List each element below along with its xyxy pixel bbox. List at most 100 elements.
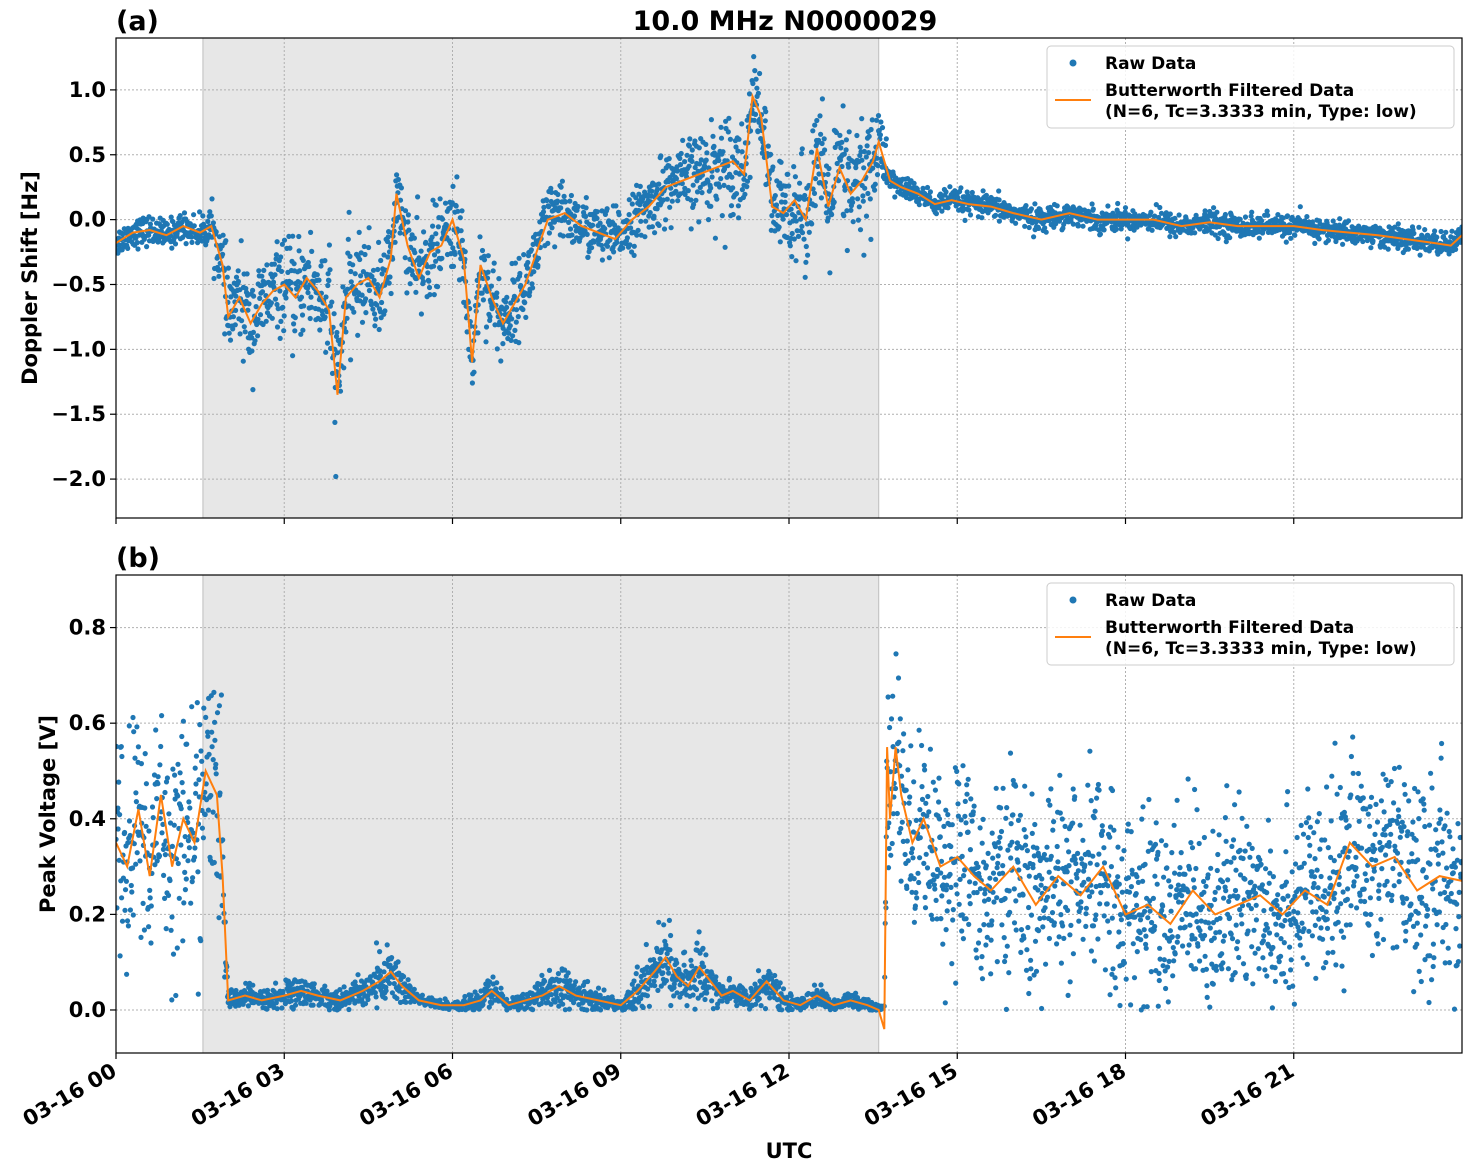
- raw-data-point: [559, 178, 566, 184]
- raw-data-point: [996, 188, 1002, 194]
- raw-data-point: [1158, 210, 1165, 216]
- raw-data-point: [980, 188, 986, 194]
- raw-data-point: [116, 242, 122, 248]
- raw-data-point: [154, 858, 160, 864]
- raw-data-point: [1249, 209, 1255, 215]
- raw-data-point: [680, 137, 686, 143]
- raw-data-point: [819, 96, 826, 102]
- raw-data-point: [253, 304, 259, 310]
- raw-data-point: [544, 197, 550, 204]
- raw-data-point: [719, 213, 725, 219]
- legend-label-raw: Raw Data: [1105, 54, 1196, 74]
- raw-data-point: [189, 879, 195, 885]
- raw-data-point: [767, 995, 773, 1001]
- raw-data-point: [530, 241, 536, 247]
- raw-data-point: [300, 327, 306, 333]
- raw-data-point: [411, 235, 417, 241]
- raw-data-point: [116, 857, 122, 863]
- raw-data-point: [179, 780, 185, 786]
- raw-data-point: [462, 249, 468, 255]
- raw-data-point: [200, 771, 206, 777]
- raw-data-point: [512, 260, 519, 266]
- raw-data-point: [722, 244, 728, 250]
- raw-data-point: [520, 306, 526, 313]
- raw-data-point: [273, 252, 279, 258]
- raw-data-point: [602, 226, 608, 232]
- raw-data-point: [839, 139, 845, 145]
- raw-data-point: [250, 387, 256, 393]
- raw-data-point: [815, 163, 821, 170]
- raw-data-point: [535, 255, 542, 261]
- raw-data-point: [210, 220, 216, 226]
- raw-data-point: [385, 234, 391, 240]
- raw-data-point: [341, 984, 347, 990]
- raw-data-point: [643, 218, 649, 224]
- raw-data-point: [242, 329, 248, 335]
- raw-data-point: [272, 272, 278, 278]
- raw-data-point: [996, 218, 1003, 224]
- raw-data-point: [195, 991, 201, 997]
- raw-data-point: [772, 193, 778, 199]
- raw-data-point: [523, 314, 529, 320]
- raw-data-point: [241, 324, 247, 330]
- raw-data-point: [837, 132, 843, 138]
- raw-data-point: [665, 965, 671, 972]
- raw-data-point: [927, 189, 934, 195]
- raw-data-point: [846, 164, 852, 170]
- raw-data-point: [494, 294, 500, 300]
- raw-data-point: [517, 270, 523, 277]
- raw-data-point: [494, 980, 500, 986]
- raw-data-point: [213, 229, 219, 235]
- raw-data-point: [791, 164, 797, 170]
- raw-data-point: [1043, 229, 1049, 235]
- raw-data-point: [214, 710, 221, 716]
- raw-data-point: [144, 244, 150, 250]
- raw-data-point: [348, 268, 354, 275]
- raw-data-point: [671, 993, 677, 999]
- raw-data-point: [382, 308, 388, 314]
- raw-data-point: [666, 970, 672, 976]
- raw-data-point: [507, 323, 513, 329]
- raw-data-point: [398, 185, 404, 191]
- raw-data-point: [689, 158, 695, 164]
- raw-data-point: [834, 160, 840, 167]
- raw-data-point: [821, 136, 827, 142]
- raw-data-point: [840, 103, 846, 109]
- raw-data-point: [726, 115, 732, 121]
- raw-data-point: [504, 294, 510, 300]
- raw-data-point: [819, 140, 825, 147]
- raw-data-point: [666, 917, 673, 924]
- raw-data-point: [677, 982, 683, 988]
- raw-data-point: [116, 805, 121, 811]
- raw-data-point: [703, 952, 709, 958]
- raw-data-point: [548, 185, 554, 191]
- raw-data-point: [733, 191, 740, 197]
- raw-data-point: [811, 982, 818, 988]
- raw-data-point: [541, 204, 547, 210]
- raw-data-point: [1148, 209, 1154, 215]
- raw-data-point: [133, 861, 139, 867]
- raw-data-point: [518, 282, 524, 289]
- raw-data-point: [235, 278, 241, 285]
- raw-data-point: [212, 737, 218, 743]
- raw-data-point: [665, 179, 672, 185]
- raw-data-point: [377, 973, 383, 979]
- raw-data-point: [252, 338, 258, 344]
- raw-data-point: [298, 331, 304, 337]
- raw-data-point: [706, 984, 712, 990]
- raw-data-point: [585, 978, 591, 985]
- raw-data-point: [589, 245, 595, 251]
- raw-data-point: [184, 741, 190, 747]
- raw-data-point: [175, 860, 181, 867]
- raw-data-point: [200, 213, 206, 219]
- raw-data-point: [516, 255, 522, 261]
- raw-data-point: [567, 978, 573, 984]
- raw-data-point: [762, 1006, 769, 1012]
- raw-data-point: [310, 1002, 316, 1008]
- raw-data-point: [285, 978, 291, 984]
- raw-data-point: [370, 306, 376, 312]
- raw-data-point: [647, 210, 653, 216]
- raw-data-point: [413, 289, 419, 295]
- raw-data-point: [513, 319, 519, 325]
- raw-data-point: [549, 225, 555, 231]
